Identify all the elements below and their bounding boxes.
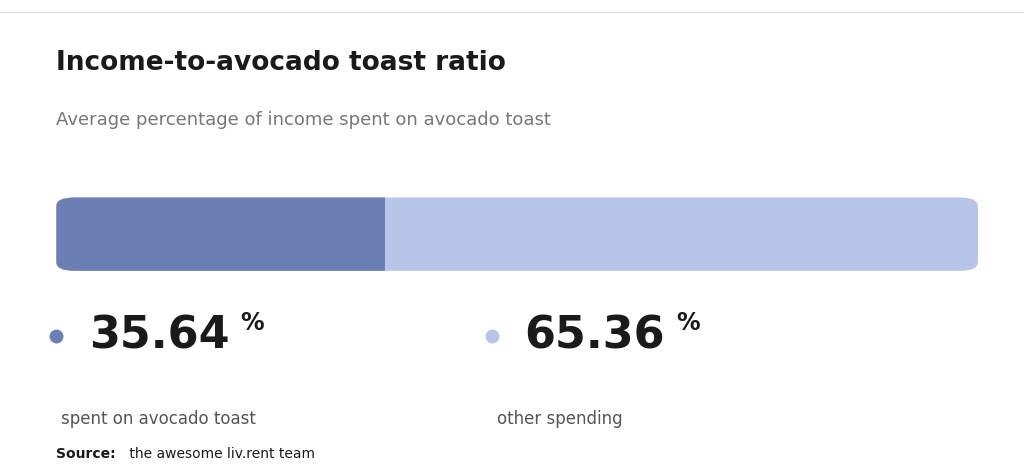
Text: Income-to-avocado toast ratio: Income-to-avocado toast ratio — [56, 50, 506, 76]
Text: %: % — [676, 311, 699, 335]
Text: Source:: Source: — [56, 447, 116, 461]
FancyBboxPatch shape — [56, 198, 978, 271]
Text: spent on avocado toast: spent on avocado toast — [61, 410, 256, 428]
FancyBboxPatch shape — [56, 198, 422, 271]
Text: other spending: other spending — [497, 410, 623, 428]
Text: 65.36: 65.36 — [524, 315, 665, 357]
Text: %: % — [241, 311, 264, 335]
Text: 35.64: 35.64 — [89, 315, 229, 357]
Text: Average percentage of income spent on avocado toast: Average percentage of income spent on av… — [56, 111, 551, 129]
Text: the awesome liv.rent team: the awesome liv.rent team — [125, 447, 315, 461]
